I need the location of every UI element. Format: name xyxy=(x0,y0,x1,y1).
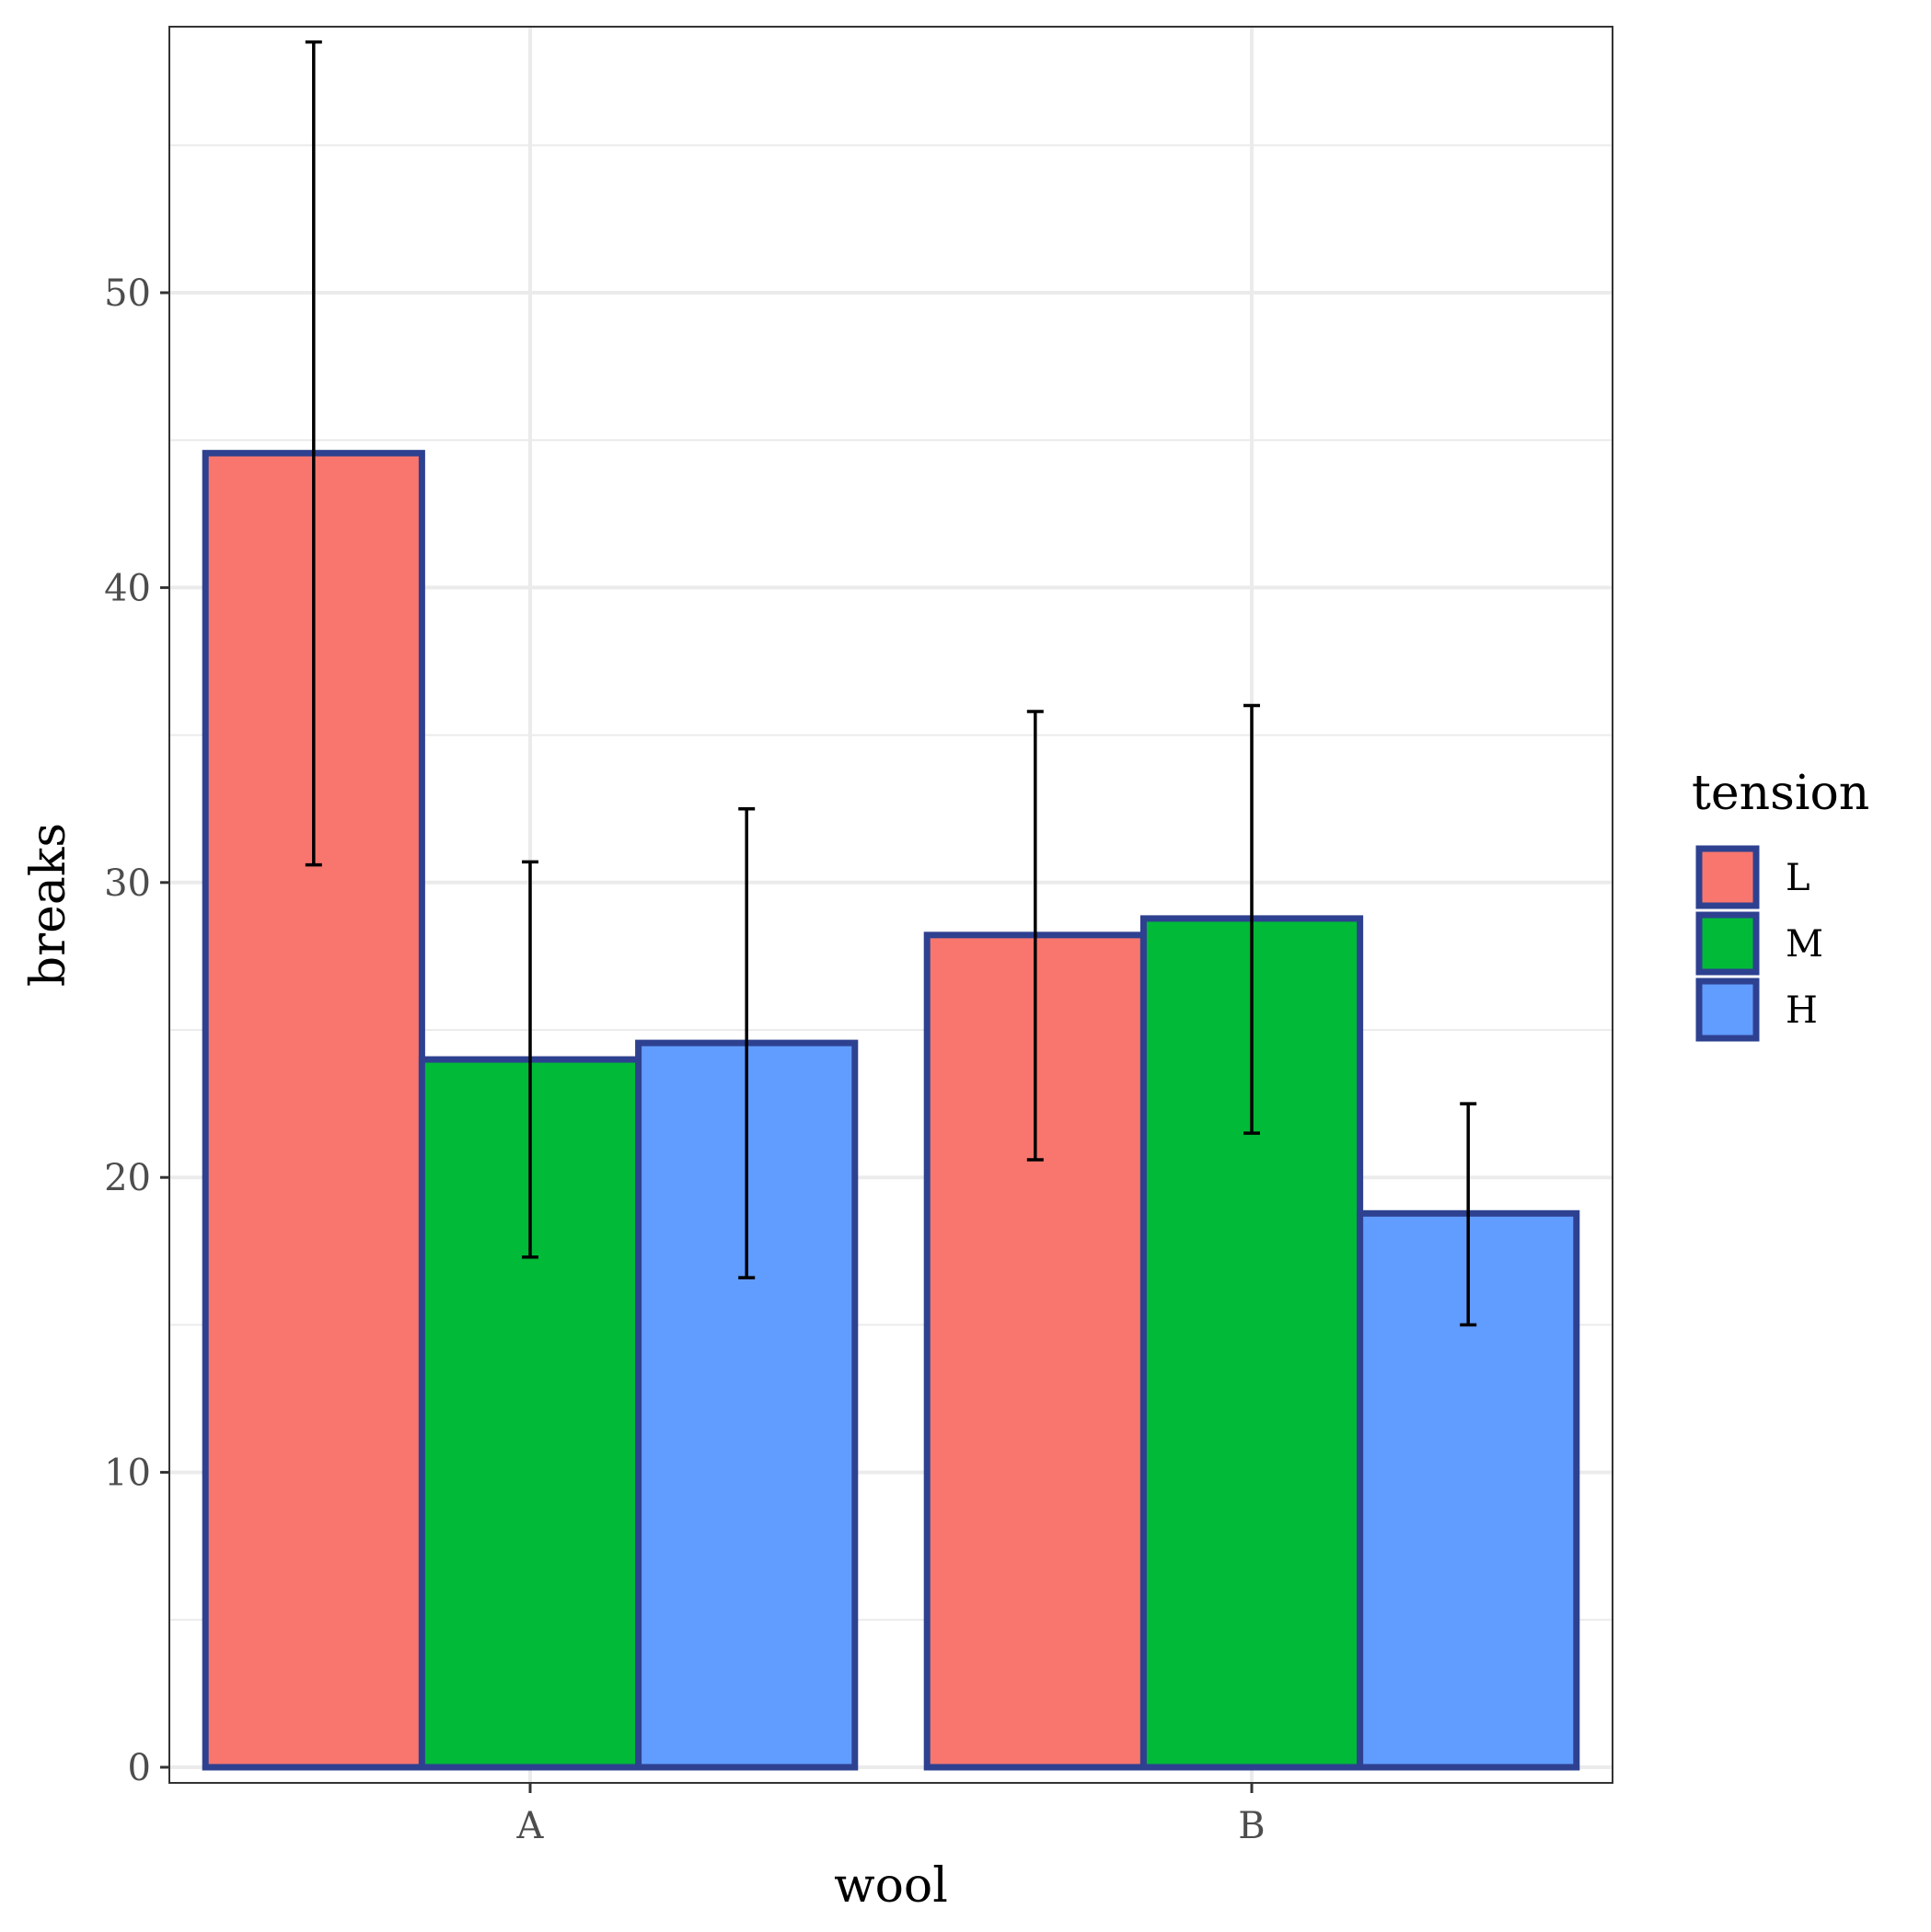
legend: tension LMH xyxy=(1692,766,1869,1042)
x-axis-title: wool xyxy=(834,1858,948,1914)
error-bar-M-A xyxy=(522,860,538,1259)
error-bar-L-A xyxy=(305,40,322,867)
legend-label-M: M xyxy=(1786,923,1823,966)
error-bar-M-B xyxy=(1243,703,1260,1135)
legend-label-L: L xyxy=(1786,857,1810,899)
legend-swatch-H xyxy=(1695,978,1760,1042)
error-bar-H-B xyxy=(1460,1102,1477,1327)
y-tick-label: 20 xyxy=(104,1157,151,1199)
y-tick-label: 50 xyxy=(104,272,151,315)
legend-title: tension xyxy=(1692,766,1869,821)
error-bars xyxy=(305,40,1477,1327)
y-axis-title: breaks xyxy=(21,823,76,987)
error-bar-L-B xyxy=(1026,710,1044,1162)
x-tick-label: A xyxy=(516,1805,545,1847)
panel-border xyxy=(168,26,1613,1784)
y-tick-label: 0 xyxy=(128,1747,151,1789)
y-tick-label: 10 xyxy=(104,1452,151,1495)
legend-swatch-M xyxy=(1695,911,1760,976)
legend-swatch-L xyxy=(1695,845,1760,909)
x-tick-label: B xyxy=(1238,1805,1265,1847)
legend-label-H: H xyxy=(1786,989,1818,1032)
y-tick-label: 30 xyxy=(104,862,151,905)
y-tick-label: 40 xyxy=(104,567,151,609)
y-axis: 0 10 20 30 40 50 xyxy=(104,272,169,1789)
error-bar-H-A xyxy=(738,806,756,1279)
